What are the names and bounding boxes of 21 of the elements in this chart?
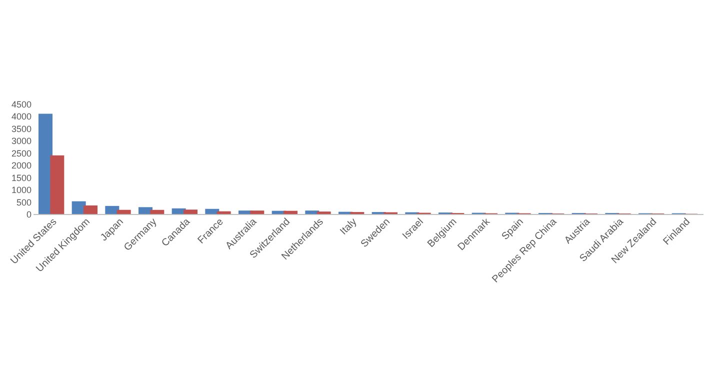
y-tick-label: 4500: [11, 100, 32, 110]
y-tick-label: 3000: [11, 136, 32, 146]
y-tick-label: 0: [26, 210, 32, 220]
x-tick-label: Italy: [338, 216, 360, 238]
bar: [250, 210, 264, 214]
y-tick-label: 4000: [11, 112, 32, 122]
bar: [105, 206, 120, 214]
bar: [184, 210, 198, 214]
y-tick-label: 1000: [11, 185, 32, 196]
y-tick-label: 500: [16, 197, 32, 208]
bar: [205, 208, 220, 214]
y-tick-label: 3500: [11, 124, 32, 134]
y-tick-label: 2500: [11, 148, 32, 158]
bar: [50, 155, 64, 214]
bar: [284, 210, 298, 214]
bar: [150, 210, 164, 214]
bar: [84, 205, 98, 214]
bar: [216, 211, 231, 214]
y-tick-label: 1500: [11, 172, 32, 183]
bar: [116, 210, 131, 214]
y-tick-label: 2000: [11, 160, 32, 171]
